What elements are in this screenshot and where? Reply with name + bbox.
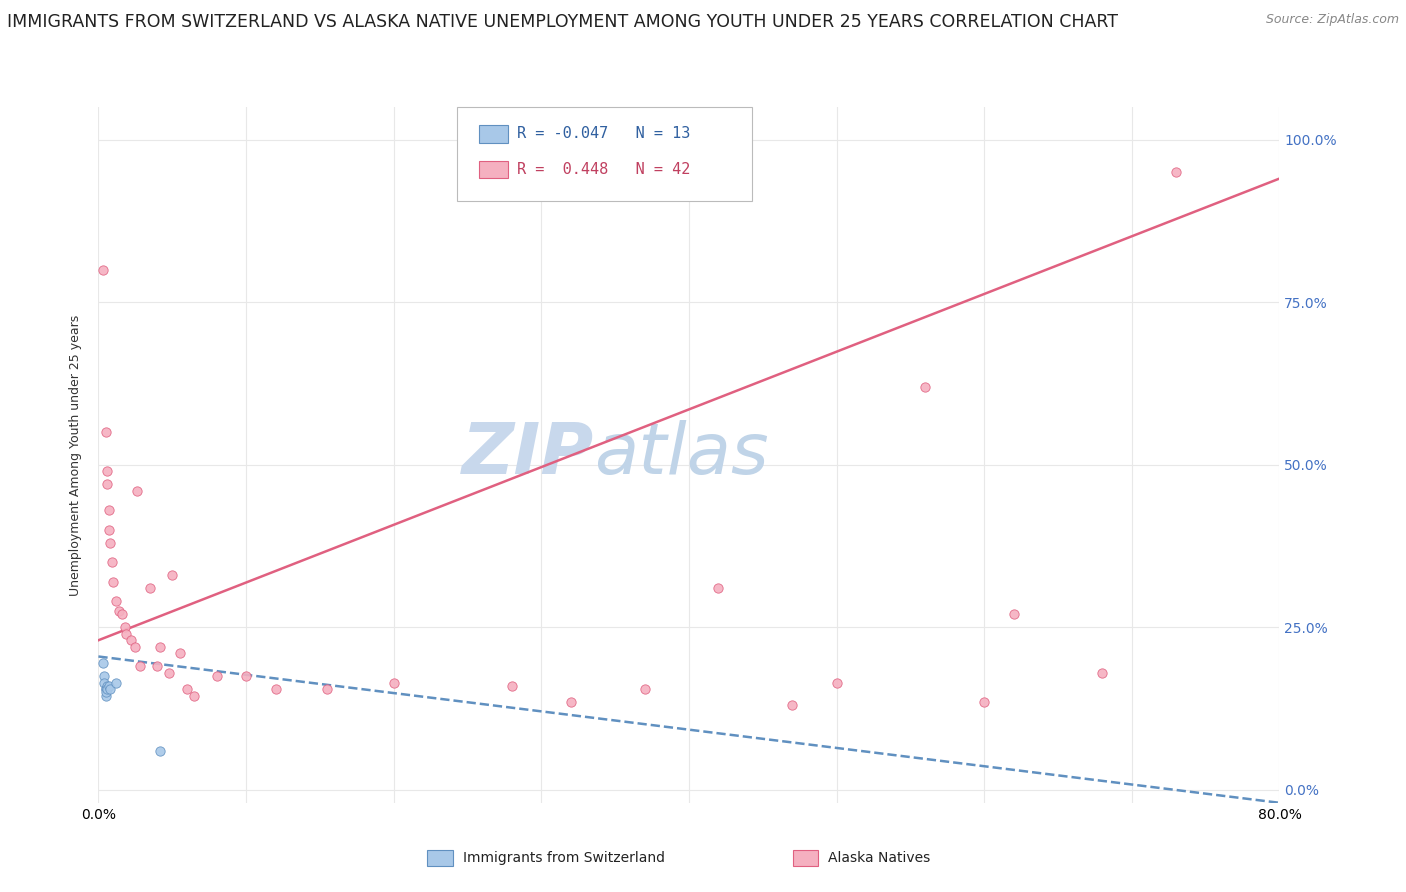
Point [120, 633, 142, 648]
Point [146, 659, 169, 673]
Point [108, 604, 131, 618]
Text: Alaska Natives: Alaska Natives [828, 851, 931, 865]
Point [560, 695, 582, 709]
Point [264, 681, 287, 696]
Point [94, 681, 117, 696]
Point [96, 464, 118, 478]
Point [94, 689, 117, 703]
Point [149, 640, 172, 654]
Point [94, 685, 117, 699]
Text: R = -0.047   N = 13: R = -0.047 N = 13 [517, 127, 690, 141]
Point [382, 675, 405, 690]
Point [105, 675, 128, 690]
Point [96, 679, 118, 693]
Point [105, 594, 128, 608]
Point [1091, 665, 1114, 680]
Text: atlas: atlas [595, 420, 769, 490]
Point [91, 656, 114, 670]
Point [128, 659, 150, 673]
Point [94, 681, 117, 696]
Point [139, 581, 162, 595]
Point [91, 262, 114, 277]
Point [97, 523, 120, 537]
Text: Source: ZipAtlas.com: Source: ZipAtlas.com [1265, 13, 1399, 27]
Point [157, 665, 180, 680]
Text: Immigrants from Switzerland: Immigrants from Switzerland [463, 851, 665, 865]
Point [205, 669, 228, 683]
Point [707, 581, 730, 595]
Point [111, 607, 134, 622]
Point [1164, 165, 1187, 179]
Point [825, 675, 848, 690]
Point [96, 477, 118, 491]
Point [103, 574, 125, 589]
Text: ZIP: ZIP [463, 420, 595, 490]
Point [97, 503, 120, 517]
Point [914, 379, 936, 393]
Point [96, 681, 118, 696]
Point [169, 646, 191, 660]
Y-axis label: Unemployment Among Youth under 25 years: Unemployment Among Youth under 25 years [69, 314, 83, 596]
Point [633, 681, 655, 696]
Point [782, 698, 804, 713]
Point [1002, 607, 1025, 622]
Point [501, 679, 523, 693]
Point [93, 675, 115, 690]
Point [162, 568, 183, 582]
Point [183, 689, 205, 703]
Point [124, 640, 146, 654]
Point [125, 483, 148, 498]
Point [94, 425, 117, 439]
Point [316, 681, 339, 696]
Point [115, 626, 138, 640]
Point [235, 669, 257, 683]
Text: IMMIGRANTS FROM SWITZERLAND VS ALASKA NATIVE UNEMPLOYMENT AMONG YOUTH UNDER 25 Y: IMMIGRANTS FROM SWITZERLAND VS ALASKA NA… [7, 13, 1118, 31]
Point [93, 669, 115, 683]
Point [98, 681, 121, 696]
Point [98, 535, 121, 549]
Point [149, 744, 172, 758]
Point [100, 555, 122, 569]
Point [973, 695, 995, 709]
Point [176, 681, 198, 696]
Point [114, 620, 136, 634]
Text: R =  0.448   N = 42: R = 0.448 N = 42 [517, 162, 690, 177]
Point [97, 679, 120, 693]
